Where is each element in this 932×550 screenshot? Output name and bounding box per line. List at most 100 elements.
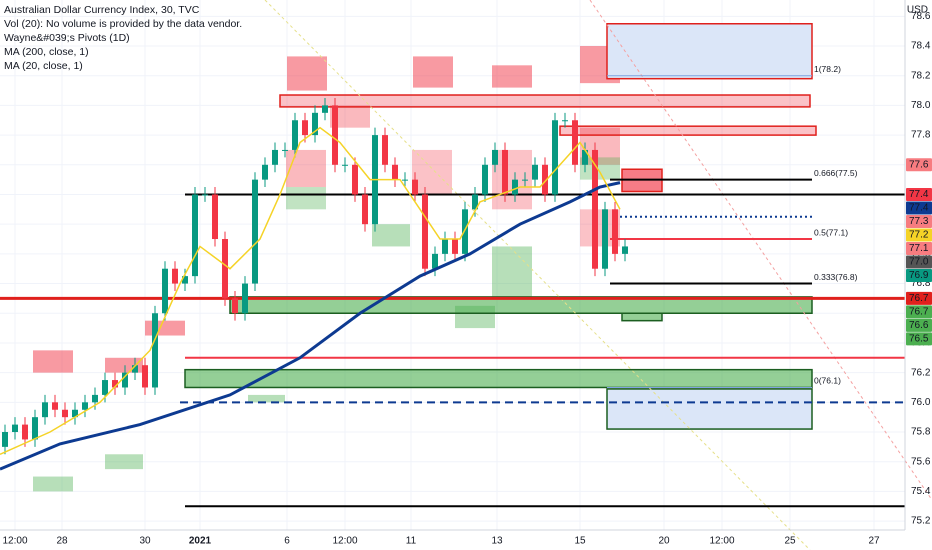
candle-body — [52, 402, 58, 410]
price-label: 77.4 — [909, 189, 929, 200]
x-tick-label: 12:00 — [332, 536, 357, 547]
candle-body — [502, 149, 508, 195]
x-tick-label: 25 — [784, 536, 796, 547]
zone — [621, 312, 663, 322]
candle-body — [32, 417, 38, 440]
price-label-box — [906, 305, 932, 319]
price-label: 77.2 — [909, 230, 929, 241]
candle-body — [572, 120, 578, 165]
zone — [279, 94, 811, 108]
y-tick-label: 75.2 — [911, 516, 931, 527]
x-tick-label: 13 — [491, 536, 503, 547]
zone — [145, 320, 185, 336]
y-tick-label: 78.6 — [911, 11, 931, 22]
candle-body — [322, 105, 328, 113]
candle-body — [252, 179, 258, 284]
candle-body — [162, 268, 168, 314]
price-label-box — [906, 255, 932, 269]
zone — [33, 350, 73, 373]
y-tick-label: 78.4 — [911, 41, 931, 52]
axes: 75.275.475.675.876.076.276.476.676.877.0… — [2, 11, 932, 547]
candle-body — [72, 409, 78, 418]
indicator-label: Vol (20): No volume is provided by the d… — [4, 18, 242, 30]
candle-body — [282, 149, 288, 151]
price-label-box — [906, 291, 932, 305]
zone — [559, 125, 817, 136]
zone — [286, 187, 326, 210]
candle-body — [212, 194, 218, 240]
level-label: 0.666(77.5) — [814, 168, 858, 178]
candle-body — [542, 164, 548, 195]
levels: 0.666(77.5) 0.5(77.1) 0.333(76.8) 1(78.2) 0(… — [0, 64, 905, 508]
zone — [287, 56, 327, 91]
candle-body — [2, 432, 8, 447]
price-label-box — [906, 228, 932, 242]
zone — [580, 157, 620, 180]
price-label: 77.3 — [909, 216, 929, 227]
price-label: 77.6 — [909, 159, 929, 170]
ma-line — [0, 126, 621, 455]
x-tick-label: 2021 — [189, 536, 212, 547]
price-label: 77.4 — [909, 203, 929, 214]
candle-body — [342, 164, 348, 166]
candle-body — [62, 409, 68, 418]
candle-body — [242, 283, 248, 314]
price-label-box — [906, 332, 932, 346]
level-label: 0.333(76.8) — [814, 272, 858, 282]
legend-entry: MA (20, close, 1) — [4, 60, 83, 72]
y-tick-label: 76.2 — [911, 367, 931, 378]
y-tick-label: 76.8 — [911, 278, 931, 289]
price-label-box — [906, 318, 932, 332]
x-tick-label: 30 — [139, 536, 151, 547]
x-tick-label: 27 — [868, 536, 880, 547]
candle-body — [272, 149, 278, 165]
candle-body — [312, 112, 318, 136]
candle-body — [122, 372, 128, 388]
candle-body — [452, 239, 458, 254]
candle-body — [552, 120, 558, 195]
x-tick-label: 20 — [658, 536, 670, 547]
level-label: 0(76.1) — [814, 376, 841, 386]
legend-entry: MA (200, close, 1) — [4, 46, 89, 58]
candle-body — [472, 194, 478, 210]
zone — [372, 224, 410, 247]
candle-body — [222, 239, 228, 299]
candle-body — [82, 402, 88, 410]
candle-body — [12, 424, 18, 433]
candle-body — [432, 253, 438, 269]
price-label: 76.7 — [909, 307, 929, 318]
moving-averages — [0, 126, 621, 471]
y-axis-label: USD — [907, 5, 928, 16]
candle-body — [302, 120, 308, 136]
price-label-box — [906, 241, 932, 255]
candle-body — [362, 194, 368, 225]
candle-body — [152, 313, 158, 388]
candle-body — [112, 380, 118, 388]
level-label: 0.5(77.1) — [814, 227, 848, 237]
candle-body — [232, 298, 238, 314]
candle-body — [202, 194, 208, 196]
candle-body — [482, 164, 488, 195]
candle-body — [622, 246, 628, 254]
x-tick-label: 28 — [56, 536, 68, 547]
chart-title: Australian Dollar Currency Index, 30, TV… — [4, 4, 200, 16]
price-label: 76.5 — [909, 334, 929, 345]
zone — [492, 246, 532, 299]
zone — [606, 23, 813, 80]
candle-body — [442, 239, 448, 254]
x-tick-label: 11 — [406, 536, 417, 547]
candle-body — [182, 276, 188, 284]
candle-body — [292, 120, 298, 150]
price-label-box — [906, 158, 932, 172]
price-label: 76.6 — [909, 320, 929, 331]
zone — [492, 65, 532, 88]
zone — [606, 388, 813, 430]
price-label-box — [906, 214, 932, 228]
candle-body — [392, 164, 398, 180]
candle-body — [102, 380, 108, 395]
candle-body — [492, 149, 498, 165]
candle-body — [382, 135, 388, 165]
candle-body — [92, 394, 98, 403]
y-tick-label: 78.2 — [911, 70, 931, 81]
